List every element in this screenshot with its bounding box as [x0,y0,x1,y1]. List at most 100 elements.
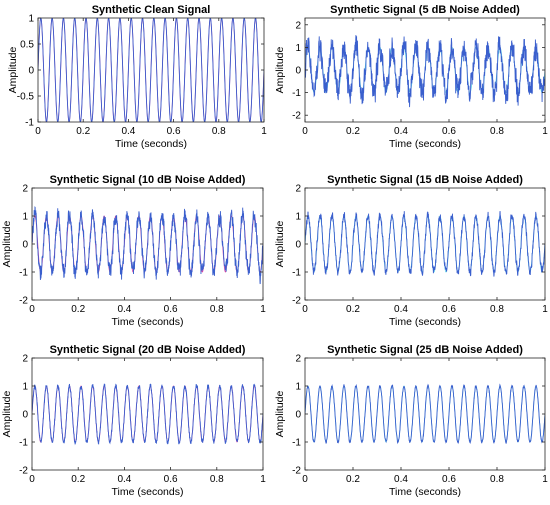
chart-title: Synthetic Signal (5 dB Noise Added) [330,4,520,16]
x-tick-label: 1 [542,474,548,485]
y-tick-label: 2 [22,184,28,195]
x-tick-label: 0.6 [442,474,456,485]
y-tick-label: 0 [295,240,301,251]
y-tick-label: 1 [295,212,301,223]
series-noisy-signal [32,383,263,446]
x-tick-label: 0.4 [394,304,408,315]
y-tick-label: -2 [292,111,301,122]
y-tick-label: 1 [295,43,301,54]
y-tick-label: 2 [295,184,301,195]
x-axis-label: Time (seconds) [389,138,461,150]
y-tick-label: 2 [22,354,28,365]
y-axis-label: Amplitude [274,221,286,268]
x-tick-label: 0 [29,474,35,485]
chart-panel-6: 0 0.2 0.4 0.6 0.8 1 2 1 0 -1 -2 Synthetic Signal (2… [274,344,548,498]
y-tick-label: -2 [292,296,301,307]
x-tick-label: 0.8 [210,474,224,485]
x-tick-label: 0.4 [394,126,408,137]
x-tick-label: 0 [302,304,308,315]
x-axis-label: Time (seconds) [115,138,187,150]
x-tick-label: 0.2 [76,126,90,137]
chart-panel-5: 0 0.2 0.4 0.6 0.8 1 2 1 0 -1 -2 Synthetic Signal (2… [1,344,266,498]
x-tick-label: 0.6 [167,126,181,137]
x-tick-label: 0.6 [442,126,456,137]
x-tick-label: 0.4 [117,304,131,315]
series-noisy-signal [38,18,264,122]
y-tick-label: 0.5 [20,40,34,51]
x-tick-label: 0.2 [71,304,85,315]
x-tick-label: 1 [260,474,266,485]
series-group [32,206,263,285]
chart-panel-4: 0 0.2 0.4 0.6 0.8 1 2 1 0 -1 -2 Synthetic Signal (1… [274,174,548,328]
y-tick-label: -1 [292,88,301,99]
x-tick-label: 0.8 [490,474,504,485]
y-tick-label: -1 [19,438,28,449]
y-tick-label: 2 [295,20,301,31]
y-tick-label: 1 [22,212,28,223]
chart-title: Synthetic Clean Signal [92,4,211,16]
y-tick-label: -2 [292,466,301,477]
x-axis-label: Time (seconds) [389,316,461,328]
x-tick-label: 0.2 [346,126,360,137]
x-axis-label: Time (seconds) [389,486,461,498]
series-noisy-signal [32,206,263,285]
x-tick-label: 0.8 [210,304,224,315]
y-axis-label: Amplitude [274,391,286,438]
y-tick-label: 0 [295,66,301,77]
series-group [305,211,545,277]
series-group [32,383,263,446]
series-group [305,35,545,108]
y-axis-label: Amplitude [1,391,13,438]
y-tick-label: -2 [19,296,28,307]
chart-panel-2: 0 0.2 0.4 0.6 0.8 1 2 1 0 -1 -2 Synthetic Signal (5… [274,4,548,150]
y-tick-label: -1 [25,118,34,129]
chart-panel-3: 0 0.2 0.4 0.6 0.8 1 2 1 0 -1 -2 Synthetic Signal (1… [1,174,266,328]
x-tick-label: 0.6 [442,304,456,315]
chart-title: Synthetic Signal (15 dB Noise Added) [327,174,523,186]
x-tick-label: 1 [261,126,267,137]
y-tick-label: -0.5 [17,92,35,103]
y-tick-label: -1 [292,438,301,449]
y-axis-label: Amplitude [274,47,286,94]
x-tick-label: 0.2 [71,474,85,485]
x-axis-label: Time (seconds) [112,486,184,498]
y-tick-label: -1 [19,268,28,279]
y-tick-label: 0 [22,240,28,251]
x-tick-label: 0 [35,126,41,137]
chart-title: Synthetic Signal (10 dB Noise Added) [50,174,246,186]
y-tick-label: 0 [28,66,34,77]
x-tick-label: 0.2 [346,474,360,485]
y-tick-label: 0 [22,410,28,421]
x-tick-label: 0.8 [490,304,504,315]
x-tick-label: 0.4 [121,126,135,137]
series-noisy-signal [305,35,545,108]
y-tick-label: 1 [28,14,34,25]
x-tick-label: 0.8 [212,126,226,137]
y-axis-label: Amplitude [1,221,13,268]
x-tick-label: 0.2 [346,304,360,315]
x-tick-label: 0.6 [164,474,178,485]
chart-title: Synthetic Signal (25 dB Noise Added) [327,344,523,356]
y-tick-label: -2 [19,466,28,477]
series-group [38,18,264,122]
x-tick-label: 1 [260,304,266,315]
x-axis-label: Time (seconds) [112,316,184,328]
chart-panel-1: 0 0.2 0.4 0.6 0.8 1 1 0.5 0 -0.5 -1 Synthetic Clean… [7,4,267,150]
y-tick-label: -1 [292,268,301,279]
y-tick-label: 1 [22,382,28,393]
chart-title: Synthetic Signal (20 dB Noise Added) [50,344,246,356]
x-tick-label: 0.4 [117,474,131,485]
x-tick-label: 0.8 [490,126,504,137]
series-noisy-signal [305,211,545,277]
x-tick-label: 0 [302,126,308,137]
y-tick-label: 1 [295,382,301,393]
y-tick-label: 0 [295,410,301,421]
x-tick-label: 0 [302,474,308,485]
x-tick-label: 0.6 [164,304,178,315]
y-axis-label: Amplitude [7,47,19,94]
series-group [305,383,545,445]
x-tick-label: 0.4 [394,474,408,485]
x-tick-label: 1 [542,126,548,137]
y-tick-label: 2 [295,354,301,365]
